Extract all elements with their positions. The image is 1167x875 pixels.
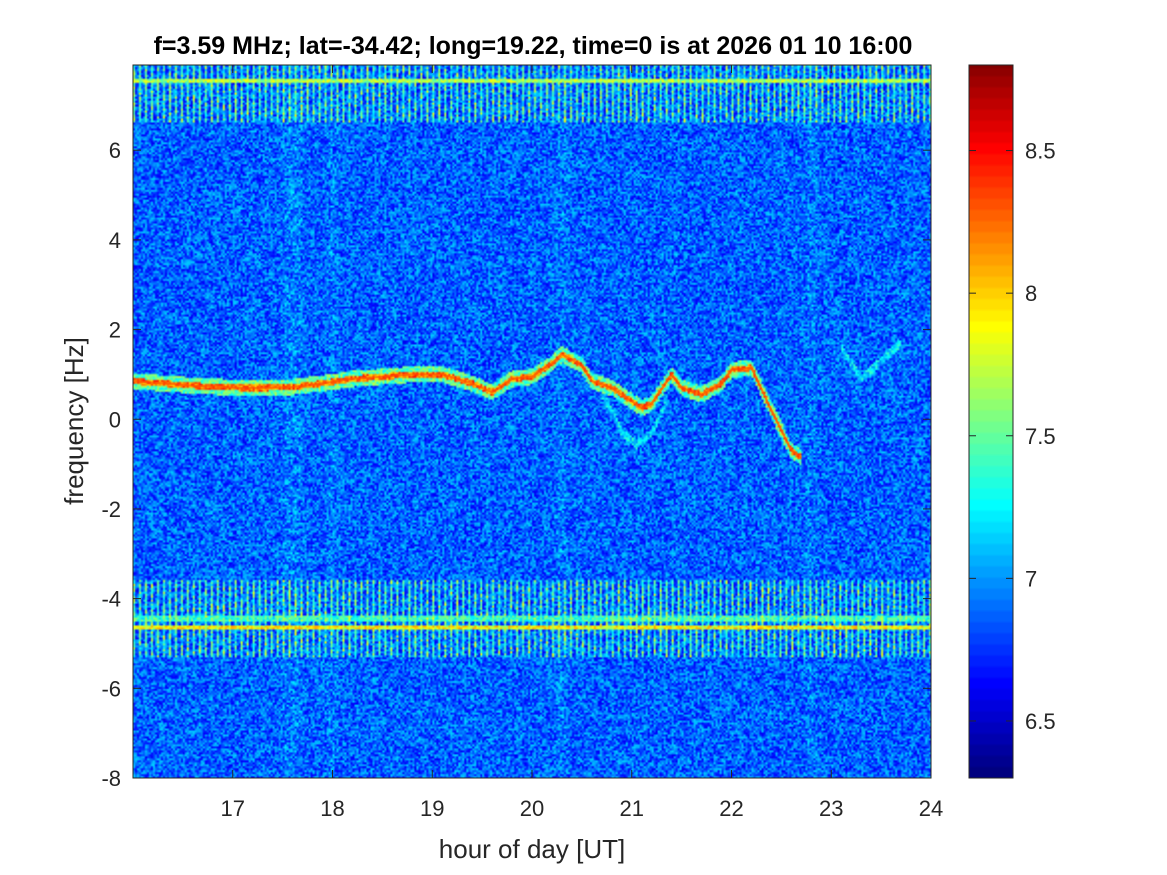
y-tick-label: -8 bbox=[101, 766, 121, 791]
y-axis-label: frequency [Hz] bbox=[59, 337, 89, 505]
y-tick-label: 2 bbox=[109, 318, 121, 343]
x-tick-label: 24 bbox=[919, 796, 943, 821]
y-tick-label: -2 bbox=[101, 497, 121, 522]
y-tick-label: 6 bbox=[109, 138, 121, 163]
doppler-trace-line bbox=[132, 352, 802, 459]
doppler-trace-marks bbox=[132, 352, 802, 459]
x-tick-label: 18 bbox=[320, 796, 344, 821]
colorbar-gradient bbox=[969, 65, 1013, 778]
chart-title: f=3.59 MHz; lat=-34.42; long=19.22, time… bbox=[154, 32, 913, 60]
colorbar-tick-label: 8.5 bbox=[1025, 139, 1056, 164]
x-tick-label: 19 bbox=[420, 796, 444, 821]
x-axis-label: hour of day [UT] bbox=[439, 834, 625, 864]
y-tick-label: 0 bbox=[109, 407, 121, 432]
x-tick-label: 20 bbox=[520, 796, 544, 821]
colorbar-tick-label: 8 bbox=[1025, 281, 1037, 306]
x-tick-label: 17 bbox=[221, 796, 245, 821]
x-axis: 17 18 19 20 21 22 23 24 bbox=[221, 65, 943, 821]
colorbar: 6.5 7 7.5 8 8.5 bbox=[968, 64, 1056, 779]
colorbar-tick-label: 7 bbox=[1025, 566, 1037, 591]
colorbar-ticks: 6.5 7 7.5 8 8.5 bbox=[969, 139, 1056, 734]
x-tick-label: 23 bbox=[819, 796, 843, 821]
colorbar-tick-label: 7.5 bbox=[1025, 424, 1056, 449]
y-tick-label: -4 bbox=[101, 587, 121, 612]
x-tick-label: 22 bbox=[719, 796, 743, 821]
colorbar-frame bbox=[968, 64, 1014, 779]
x-tick-label: 21 bbox=[620, 796, 644, 821]
y-tick-label: 4 bbox=[109, 228, 121, 253]
y-tick-label: -6 bbox=[101, 676, 121, 701]
spectrogram-image bbox=[133, 65, 931, 778]
colorbar-tick-label: 6.5 bbox=[1025, 709, 1056, 734]
y-axis: -8 -6 -4 -2 0 2 4 6 bbox=[101, 138, 931, 791]
